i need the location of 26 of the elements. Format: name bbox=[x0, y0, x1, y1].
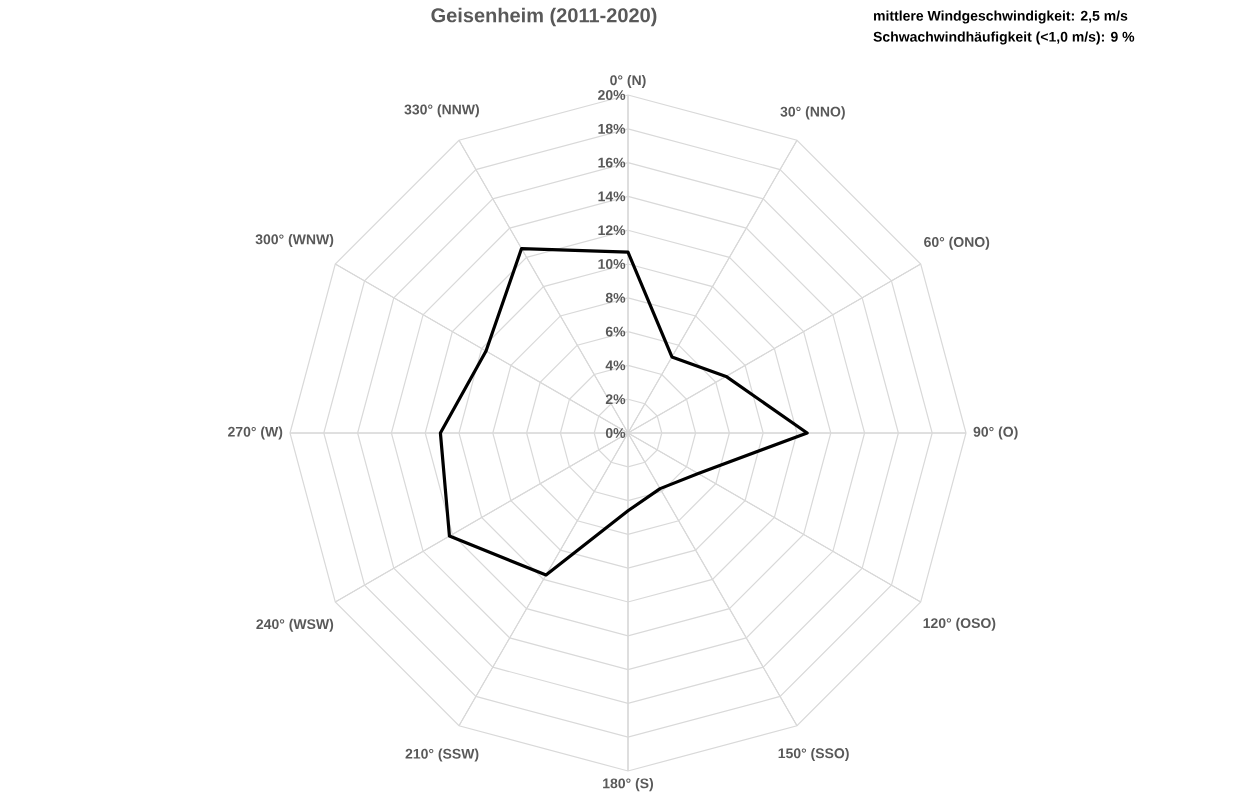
spoke-label: 150° (SSO) bbox=[778, 747, 849, 762]
text: mittlere Windgeschwindigkeit: 2,5 m/s bbox=[873, 10, 1128, 24]
spoke-label: 60° (ONO) bbox=[924, 236, 990, 250]
y-tick-label: 10% bbox=[598, 259, 626, 269]
y-tick-label: 8% bbox=[605, 292, 626, 303]
spoke-label: 30° (NNO) bbox=[780, 106, 845, 120]
y-tick-label: 12% bbox=[598, 225, 626, 236]
spoke-label: 0° (N) bbox=[610, 74, 646, 88]
spoke-label: 330° (NNW) bbox=[404, 104, 479, 118]
text: Schwachwindhäufigkeit (<1,0 m/s): 9 % bbox=[873, 31, 1135, 45]
spoke-label: 270° (W) bbox=[228, 426, 283, 440]
chart-title: Geisenheim (2011-2020) bbox=[431, 7, 657, 27]
y-tick-label: 18% bbox=[598, 123, 626, 134]
spoke-label: 210° (SSW) bbox=[405, 748, 479, 762]
y-tick-label: 0% bbox=[605, 428, 626, 438]
y-tick-label: 6% bbox=[605, 326, 626, 337]
y-tick-label: 16% bbox=[598, 157, 626, 168]
spoke-label: 240° (WSW) bbox=[256, 618, 334, 632]
y-tick-label: 14% bbox=[598, 191, 626, 202]
spoke-label: 120° (OSO) bbox=[923, 617, 996, 631]
y-tick-label: 4% bbox=[605, 360, 626, 371]
spoke-label: 180° (S) bbox=[603, 778, 654, 792]
y-tick-label: 2% bbox=[605, 394, 626, 405]
spoke-label: 90° (O) bbox=[973, 426, 1018, 440]
spoke-label: 300° (WNW) bbox=[255, 234, 334, 248]
y-tick-label: 20% bbox=[598, 90, 626, 100]
